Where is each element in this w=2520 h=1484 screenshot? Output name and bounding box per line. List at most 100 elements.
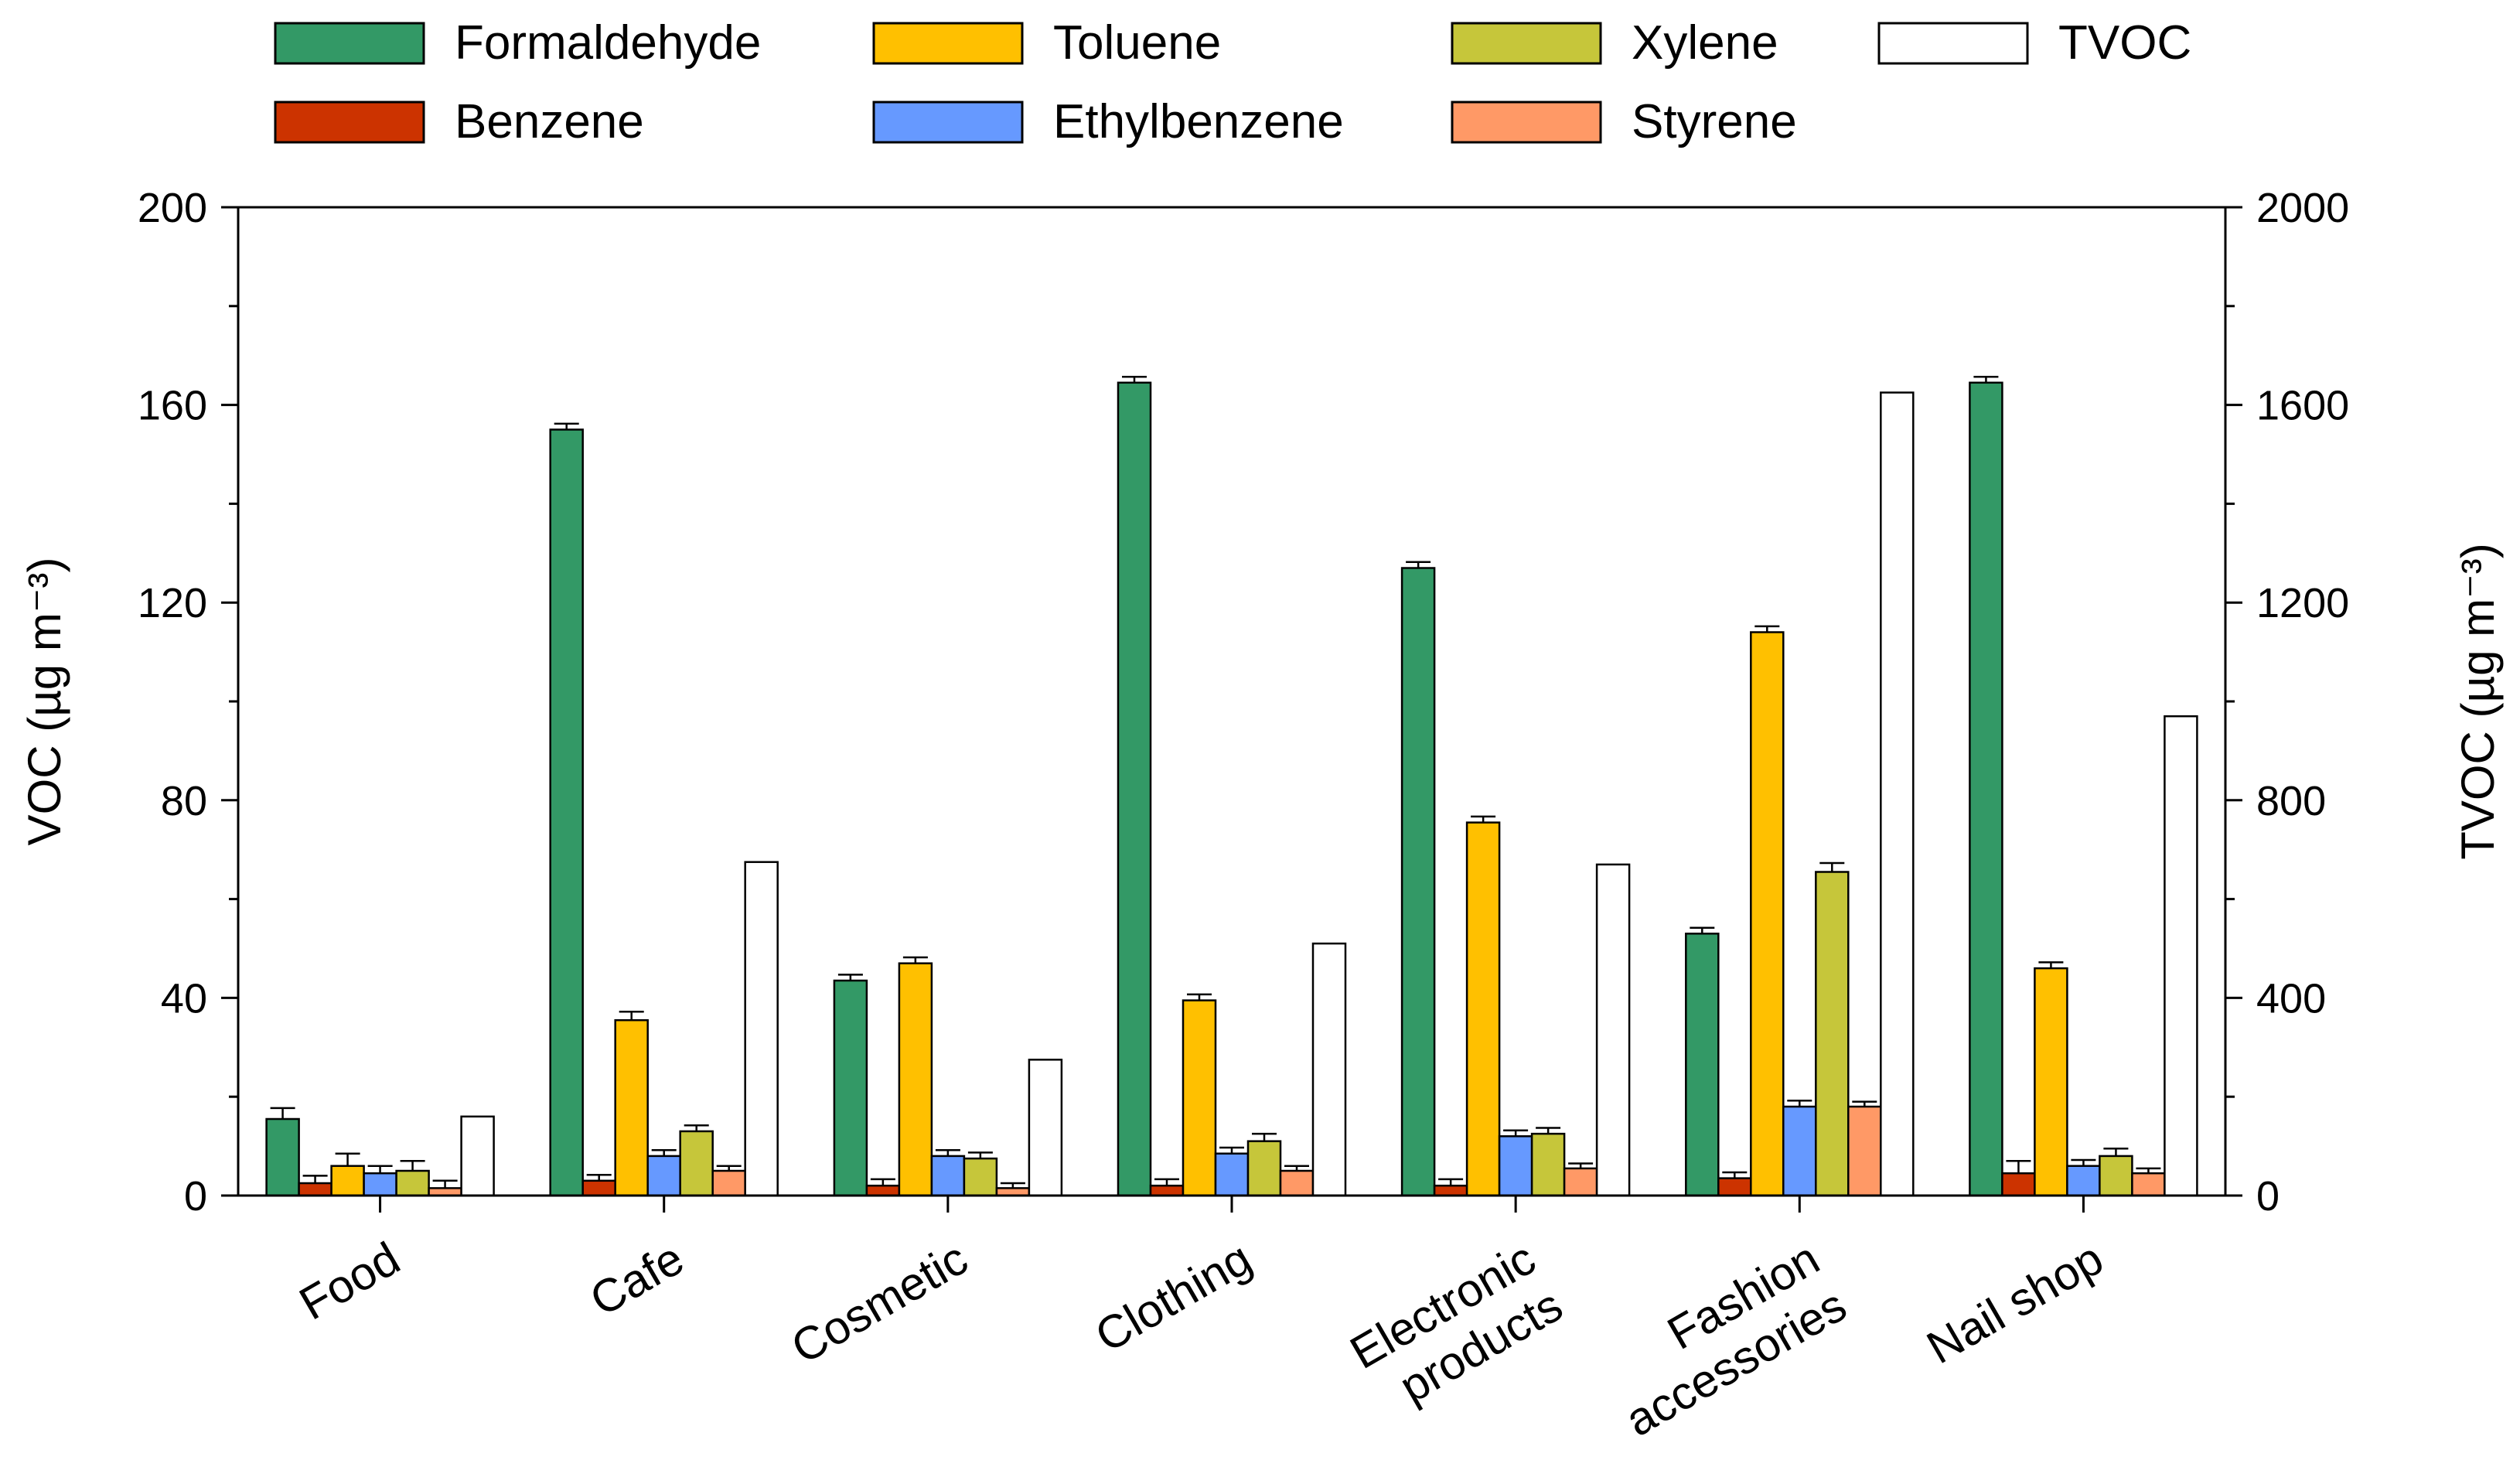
y-axis-left-title: VOC (µg m⁻³) [19,558,70,846]
left-tick-label: 80 [161,778,207,824]
legend-swatch [1877,22,2029,65]
legend-label: TVOC [2058,16,2191,70]
category-label-line: Food [291,1232,408,1329]
left-tick-label: 200 [138,185,207,231]
category-label-cafe: Cafe [581,1232,692,1325]
bar-xylene-food [395,1169,430,1197]
bar-styrene-cafe [711,1169,746,1197]
legend-item-formaldehyde: Formaldehyde [274,16,761,70]
bar-group-fashion-accessories [1685,391,1915,1197]
legend-label: Benzene [455,95,644,148]
legend-item-xylene: Xylene [1451,16,1778,70]
bar-formaldehyde-nail-shop [1969,381,2003,1197]
bar-group-food [265,1107,495,1197]
bar-xylene-nail-shop [2099,1155,2133,1197]
legend-label: Styrene [1632,95,1797,148]
bar-toluene-clothing [1182,999,1217,1197]
bar-tvoc-fashion-accessories [1880,391,1915,1197]
bar-group-electronic-products [1400,561,1631,1197]
category-label-clothing: Clothing [1086,1232,1260,1362]
bar-ethylbenzene-clothing [1214,1152,1250,1197]
bar-xylene-cosmetic [963,1157,998,1197]
category-label-line: Clothing [1086,1232,1260,1362]
right-tick-label: 1600 [2256,383,2349,429]
right-tick-label: 400 [2256,975,2326,1022]
left-tick-label: 160 [138,383,207,429]
legend-swatch [1451,22,1602,65]
bar-ethylbenzene-food [363,1172,397,1197]
legend-swatch [274,22,425,65]
bar-styrene-electronic-products [1563,1167,1598,1197]
bar-tvoc-cosmetic [1028,1059,1063,1197]
bar-ethylbenzene-cosmetic [930,1155,966,1197]
legend-label: Ethylbenzene [1053,95,1344,148]
legend-swatch [872,22,1024,65]
bar-toluene-fashion-accessories [1750,631,1785,1197]
bar-benzene-electronic-products [1433,1184,1468,1197]
left-tick-label: 0 [184,1173,207,1220]
bar-xylene-electronic-products [1530,1132,1566,1197]
bar-formaldehyde-electronic-products [1400,567,1436,1197]
legend: Formaldehyde Toluene Xylene TVOC Benzene Ethy… [274,16,2191,148]
bar-ethylbenzene-cafe [646,1155,681,1197]
legend-label: Toluene [1053,16,1221,70]
category-label-food: Food [291,1232,408,1329]
bar-toluene-food [330,1165,365,1197]
left-tick-label: 120 [138,580,207,626]
bar-toluene-cafe [614,1018,649,1197]
bar-styrene-fashion-accessories [1847,1105,1882,1197]
bar-benzene-food [298,1182,332,1197]
category-label-fashion-accessories: Fashionaccessories [1590,1232,1855,1446]
right-tick-label: 0 [2256,1173,2280,1220]
bar-formaldehyde-cosmetic [833,979,868,1197]
bar-toluene-nail-shop [2034,967,2068,1197]
bar-group-cafe [549,422,779,1197]
legend-item-styrene: Styrene [1451,95,1797,148]
left-tick-label: 40 [161,975,207,1022]
bar-styrene-clothing [1279,1169,1315,1197]
bar-toluene-electronic-products [1465,821,1501,1197]
bar-tvoc-cafe [744,861,779,1197]
category-label-line: Cosmetic [783,1232,976,1373]
category-label-electronic-products: Electronicproducts [1342,1232,1571,1425]
bar-toluene-cosmetic [898,962,933,1197]
bar-benzene-clothing [1149,1184,1185,1197]
bar-group-cosmetic [833,956,1063,1197]
bar-ethylbenzene-fashion-accessories [1782,1105,1817,1197]
bar-xylene-fashion-accessories [1815,871,1850,1197]
bar-benzene-cosmetic [865,1184,901,1197]
legend-item-toluene: Toluene [872,16,1221,70]
bar-formaldehyde-clothing [1117,381,1152,1197]
bar-tvoc-clothing [1311,942,1347,1197]
category-label-line: Cafe [581,1232,692,1325]
legend-item-benzene: Benzene [274,95,644,148]
right-tick-label: 800 [2256,778,2326,824]
legend-item-ethylbenzene: Ethylbenzene [872,95,1344,148]
bar-benzene-cafe [581,1179,616,1197]
bar-tvoc-nail-shop [2164,715,2198,1197]
category-label-cosmetic: Cosmetic [783,1232,976,1373]
bar-styrene-nail-shop [2131,1172,2166,1197]
bar-benzene-nail-shop [2001,1172,2036,1197]
axes [221,206,2242,1213]
y-axis-right-title: TVOC (µg m⁻³) [2452,543,2504,860]
bar-group-nail-shop [1969,375,2198,1197]
bar-ethylbenzene-nail-shop [2066,1165,2101,1197]
bar-tvoc-food [460,1115,495,1197]
category-label-line: Nail shop [1918,1232,2112,1373]
legend-swatch [274,101,425,144]
bar-benzene-fashion-accessories [1717,1177,1752,1197]
category-label-nail-shop: Nail shop [1918,1232,2112,1373]
right-tick-label: 1200 [2256,580,2349,626]
bar-formaldehyde-fashion-accessories [1685,933,1720,1197]
bar-group-clothing [1117,375,1347,1197]
legend-label: Formaldehyde [455,16,761,70]
bar-formaldehyde-food [265,1117,300,1197]
bar-formaldehyde-cafe [549,428,584,1197]
right-tick-label: 2000 [2256,185,2349,231]
legend-item-tvoc: TVOC [1877,16,2191,70]
legend-swatch [872,101,1024,144]
bar-xylene-clothing [1246,1140,1282,1197]
